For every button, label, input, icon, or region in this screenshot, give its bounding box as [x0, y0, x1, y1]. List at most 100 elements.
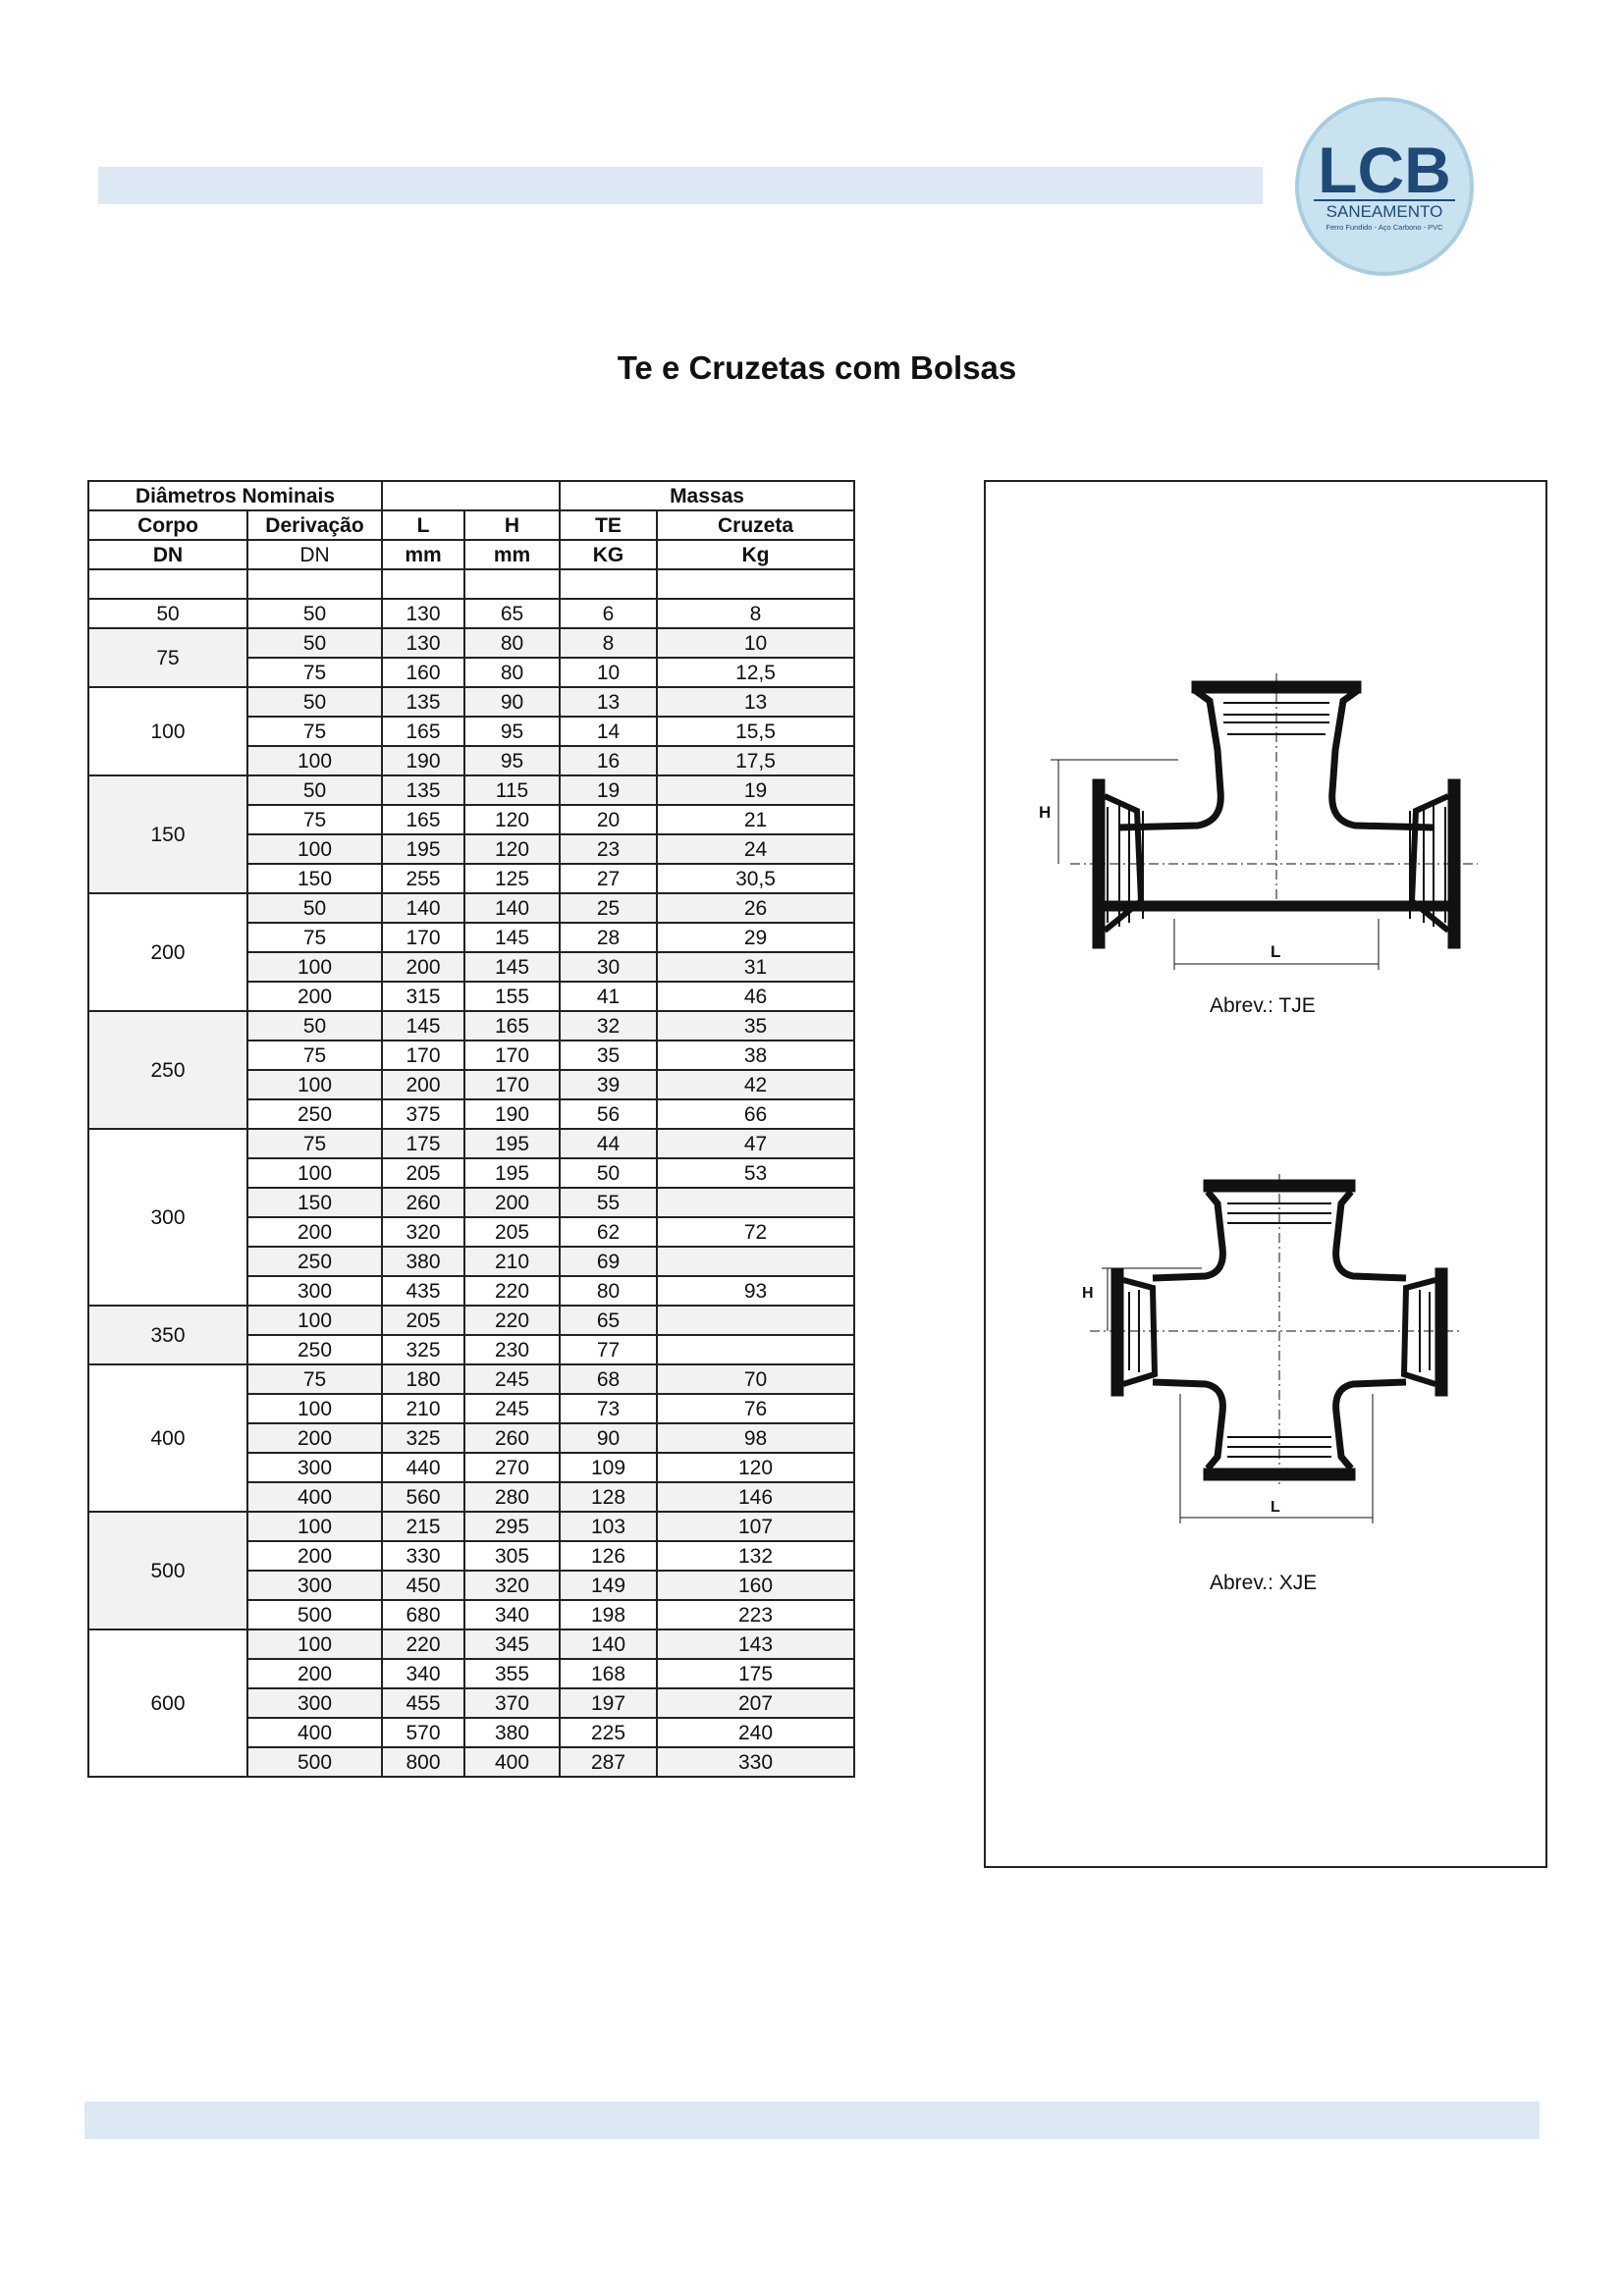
te-cell: 39 — [560, 1070, 657, 1099]
table-row: 100 50 135 90 13 13 — [88, 687, 854, 717]
te-cell: 8 — [560, 628, 657, 658]
h-cell: 190 — [464, 1099, 560, 1129]
cruzeta-cell: 47 — [657, 1129, 854, 1158]
cruzeta-cell: 35 — [657, 1011, 854, 1041]
cruzeta-cell: 46 — [657, 982, 854, 1011]
header-cruzeta: Cruzeta — [657, 510, 854, 540]
cruzeta-cell: 8 — [657, 599, 854, 628]
l-cell: 130 — [382, 628, 464, 658]
te-cell: 90 — [560, 1423, 657, 1453]
te-cell: 6 — [560, 599, 657, 628]
cruzeta-cell: 31 — [657, 952, 854, 982]
header-corpo: Corpo — [88, 510, 247, 540]
cruzeta-cell: 175 — [657, 1659, 854, 1688]
h-cell: 195 — [464, 1158, 560, 1188]
derivacao-cell: 100 — [247, 1629, 382, 1659]
h-cell: 170 — [464, 1041, 560, 1070]
header-band — [98, 167, 1263, 204]
derivacao-cell: 75 — [247, 923, 382, 952]
te-cell: 68 — [560, 1364, 657, 1394]
cruzeta-cell: 19 — [657, 775, 854, 805]
cruzeta-cell: 330 — [657, 1747, 854, 1777]
l-cell: 135 — [382, 775, 464, 805]
corpo-dn-cell: 300 — [88, 1129, 247, 1306]
h-cell: 220 — [464, 1306, 560, 1335]
derivacao-cell: 300 — [247, 1688, 382, 1718]
l-cell: 175 — [382, 1129, 464, 1158]
cruzeta-cell: 10 — [657, 628, 854, 658]
corpo-dn-cell: 150 — [88, 775, 247, 893]
h-cell: 95 — [464, 746, 560, 775]
h-cell: 95 — [464, 717, 560, 746]
derivacao-cell: 75 — [247, 1364, 382, 1394]
derivacao-cell: 400 — [247, 1718, 382, 1747]
derivacao-cell: 100 — [247, 1070, 382, 1099]
cruzeta-cell: 42 — [657, 1070, 854, 1099]
l-cell: 135 — [382, 687, 464, 717]
cruzeta-cell: 17,5 — [657, 746, 854, 775]
te-cell: 128 — [560, 1482, 657, 1512]
cruzeta-cell: 107 — [657, 1512, 854, 1541]
l-cell: 165 — [382, 805, 464, 834]
cross-outline — [1336, 1382, 1406, 1468]
te-cell: 50 — [560, 1158, 657, 1188]
spacer-cell — [88, 569, 247, 599]
cross-outline — [1336, 1192, 1406, 1278]
te-cell: 80 — [560, 1276, 657, 1306]
te-cell: 44 — [560, 1129, 657, 1158]
cruzeta-cell: 30,5 — [657, 864, 854, 893]
cruzeta-cell — [657, 1335, 854, 1364]
spacer-cell — [560, 569, 657, 599]
te-cell: 10 — [560, 658, 657, 687]
spacer-cell — [657, 569, 854, 599]
cruzeta-cell: 72 — [657, 1217, 854, 1247]
h-cell: 245 — [464, 1394, 560, 1423]
cruzeta-cell: 93 — [657, 1276, 854, 1306]
l-cell: 560 — [382, 1482, 464, 1512]
h-cell: 400 — [464, 1747, 560, 1777]
te-cell: 140 — [560, 1629, 657, 1659]
l-cell: 330 — [382, 1541, 464, 1571]
h-cell: 280 — [464, 1482, 560, 1512]
te-cell: 77 — [560, 1335, 657, 1364]
tee-drawing: H L — [1031, 673, 1483, 978]
h-cell: 80 — [464, 628, 560, 658]
te-cell: 62 — [560, 1217, 657, 1247]
cruzeta-cell: 207 — [657, 1688, 854, 1718]
h-cell: 65 — [464, 599, 560, 628]
cruzeta-cell: 66 — [657, 1099, 854, 1129]
derivacao-cell: 200 — [247, 1217, 382, 1247]
te-cell: 126 — [560, 1541, 657, 1571]
l-cell: 325 — [382, 1423, 464, 1453]
table-row: 400 75 180 245 68 70 — [88, 1364, 854, 1394]
l-cell: 210 — [382, 1394, 464, 1423]
derivacao-cell: 200 — [247, 1541, 382, 1571]
l-cell: 160 — [382, 658, 464, 687]
derivacao-cell: 500 — [247, 1600, 382, 1629]
derivacao-cell: 100 — [247, 834, 382, 864]
te-cell: 149 — [560, 1571, 657, 1600]
l-cell: 215 — [382, 1512, 464, 1541]
derivacao-cell: 50 — [247, 775, 382, 805]
cross-l-label: L — [1271, 1499, 1280, 1516]
h-cell: 205 — [464, 1217, 560, 1247]
derivacao-cell: 100 — [247, 746, 382, 775]
h-cell: 340 — [464, 1600, 560, 1629]
h-cell: 295 — [464, 1512, 560, 1541]
h-cell: 200 — [464, 1188, 560, 1217]
derivacao-cell: 75 — [247, 658, 382, 687]
h-cell: 380 — [464, 1718, 560, 1747]
spacer-cell — [382, 569, 464, 599]
tee-run-bottom — [1100, 901, 1453, 911]
h-cell: 220 — [464, 1276, 560, 1306]
cross-outline — [1153, 1192, 1222, 1278]
l-cell: 260 — [382, 1188, 464, 1217]
derivacao-cell: 150 — [247, 864, 382, 893]
te-cell: 69 — [560, 1247, 657, 1276]
cruzeta-cell: 12,5 — [657, 658, 854, 687]
l-cell: 455 — [382, 1688, 464, 1718]
l-cell: 130 — [382, 599, 464, 628]
derivacao-cell: 100 — [247, 1512, 382, 1541]
te-cell: 25 — [560, 893, 657, 923]
h-cell: 195 — [464, 1129, 560, 1158]
